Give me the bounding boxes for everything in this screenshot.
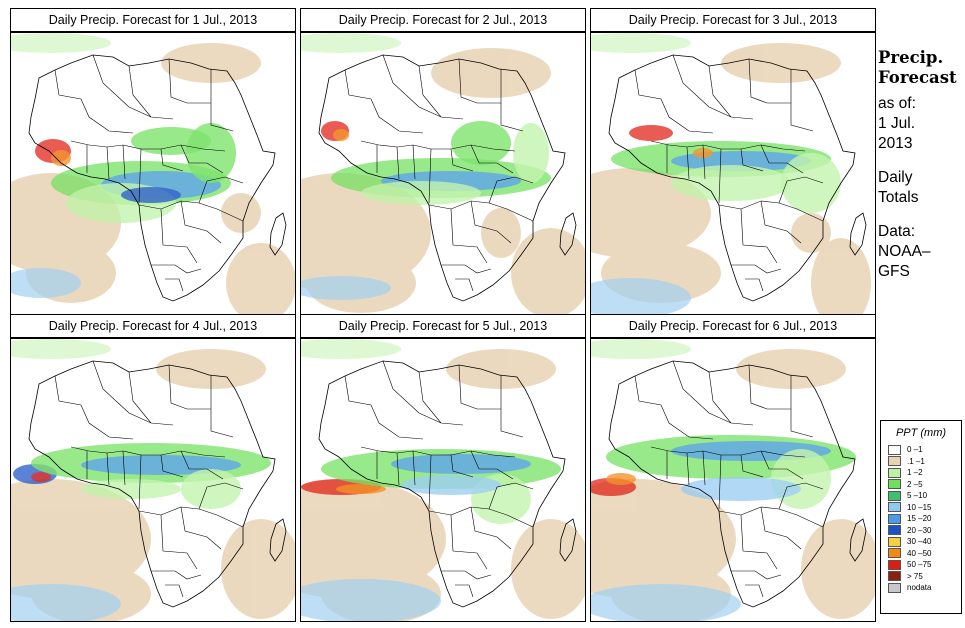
rain-band [611,125,841,213]
legend-swatch [888,536,901,547]
as-of-date: 1 Jul. [878,115,916,132]
country-borders [634,54,824,292]
legend-item: 0 –1 [888,444,961,456]
country-borders [54,54,244,292]
legend-swatch [888,502,901,513]
sidebar-heading: Precip. [878,48,944,67]
forecast-panel-2: Daily Precip. Forecast for 2 Jul., 2013 [300,8,586,316]
legend-label: 15 –20 [907,514,932,524]
sidebar-info: Precip. Forecast as of: 1 Jul. 2013 Dail… [878,48,963,282]
precip-map [590,338,876,622]
daily-label: Daily [878,169,913,186]
precip-map [10,338,296,622]
legend-label: > 75 [907,571,923,581]
coastline [28,360,276,608]
legend-item: 40 –50 [888,548,961,560]
precip-map [300,32,586,316]
country-borders [344,360,534,598]
panel-title: Daily Precip. Forecast for 2 Jul., 2013 [300,8,586,32]
forecast-panel-4: Daily Precip. Forecast for 4 Jul., 2013 [10,314,296,622]
legend-item: 20 –30 [888,525,961,537]
rain-band [321,121,551,205]
legend-label: 0 –1 [907,445,923,455]
legend-label: 30 –40 [907,537,932,547]
legend-item: 50 –75 [888,559,961,571]
legend-swatch [888,479,901,490]
madagascar-outline [559,518,577,562]
panel-title: Daily Precip. Forecast for 4 Jul., 2013 [10,314,296,338]
as-of-year: 2013 [878,135,913,152]
dry-area [591,33,871,315]
legend-item: 15 –20 [888,513,961,525]
panel-title: Daily Precip. Forecast for 1 Jul., 2013 [10,8,296,32]
ppt-legend: PPT (mm) 0 –1.1 –1 1 –2 2 –5 5 –10 10 –15 15 … [880,420,962,614]
rain-band [591,435,856,509]
panel-title: Daily Precip. Forecast for 6 Jul., 2013 [590,314,876,338]
legend-label: 50 –75 [907,560,932,570]
legend-swatch [888,513,901,524]
panel-title: Daily Precip. Forecast for 5 Jul., 2013 [300,314,586,338]
data-source: GFS [878,263,910,280]
madagascar-outline [559,212,577,256]
legend-swatch [888,490,901,501]
legend-swatch [888,559,901,570]
coastline [28,54,276,302]
legend-label: 1 –2 [907,468,923,478]
legend-item: 10 –15 [888,502,961,514]
country-borders [344,54,534,292]
panel-title: Daily Precip. Forecast for 3 Jul., 2013 [590,8,876,32]
forecast-panel-1: Daily Precip. Forecast for 1 Jul., 2013 [10,8,296,316]
legend-label: .1 –1 [907,456,925,466]
legend-item: 30 –40 [888,536,961,548]
forecast-panel-3: Daily Precip. Forecast for 3 Jul., 2013 [590,8,876,316]
legend-swatch [888,456,901,467]
madagascar-outline [269,212,287,256]
legend-label: 5 –10 [907,491,928,501]
legend-label: 40 –50 [907,548,932,558]
precip-map [300,338,586,622]
forecast-panel-5: Daily Precip. Forecast for 5 Jul., 2013 [300,314,586,622]
legend-swatch [888,444,901,455]
legend-item: .1 –1 [888,456,961,468]
country-borders [54,360,244,598]
legend-item: 2 –5 [888,479,961,491]
forecast-panel-6: Daily Precip. Forecast for 6 Jul., 2013 [590,314,876,622]
legend-swatch [888,571,901,582]
as-of-label: as of: [878,95,916,112]
legend-item: > 75 [888,571,961,583]
legend-title: PPT (mm) [895,427,947,439]
precip-map [590,32,876,316]
legend-label: 10 –15 [907,502,932,512]
legend-item: nodata [888,582,961,594]
madagascar-outline [269,518,287,562]
sidebar-heading: Forecast [878,68,957,87]
madagascar-outline [849,212,867,256]
legend-label: 2 –5 [907,479,923,489]
madagascar-outline [849,518,867,562]
legend-swatch [888,525,901,536]
rain-band [13,443,271,509]
coastline [318,360,566,608]
legend-swatch [888,548,901,559]
coastline [318,54,566,302]
dry-area [301,339,585,621]
data-source: NOAA– [878,243,931,260]
dry-area [591,339,875,621]
legend-swatch [888,582,901,593]
data-label: Data: [878,223,916,240]
totals-label: Totals [878,189,919,206]
legend-item: 5 –10 [888,490,961,502]
precip-map [10,32,296,316]
coastline [608,54,856,302]
legend-swatch [888,467,901,478]
legend-label: 20 –30 [907,525,932,535]
country-borders [634,360,824,598]
legend-item: 1 –2 [888,467,961,479]
legend-label: nodata [907,583,932,593]
coastline [608,360,856,608]
dry-area [11,339,295,621]
